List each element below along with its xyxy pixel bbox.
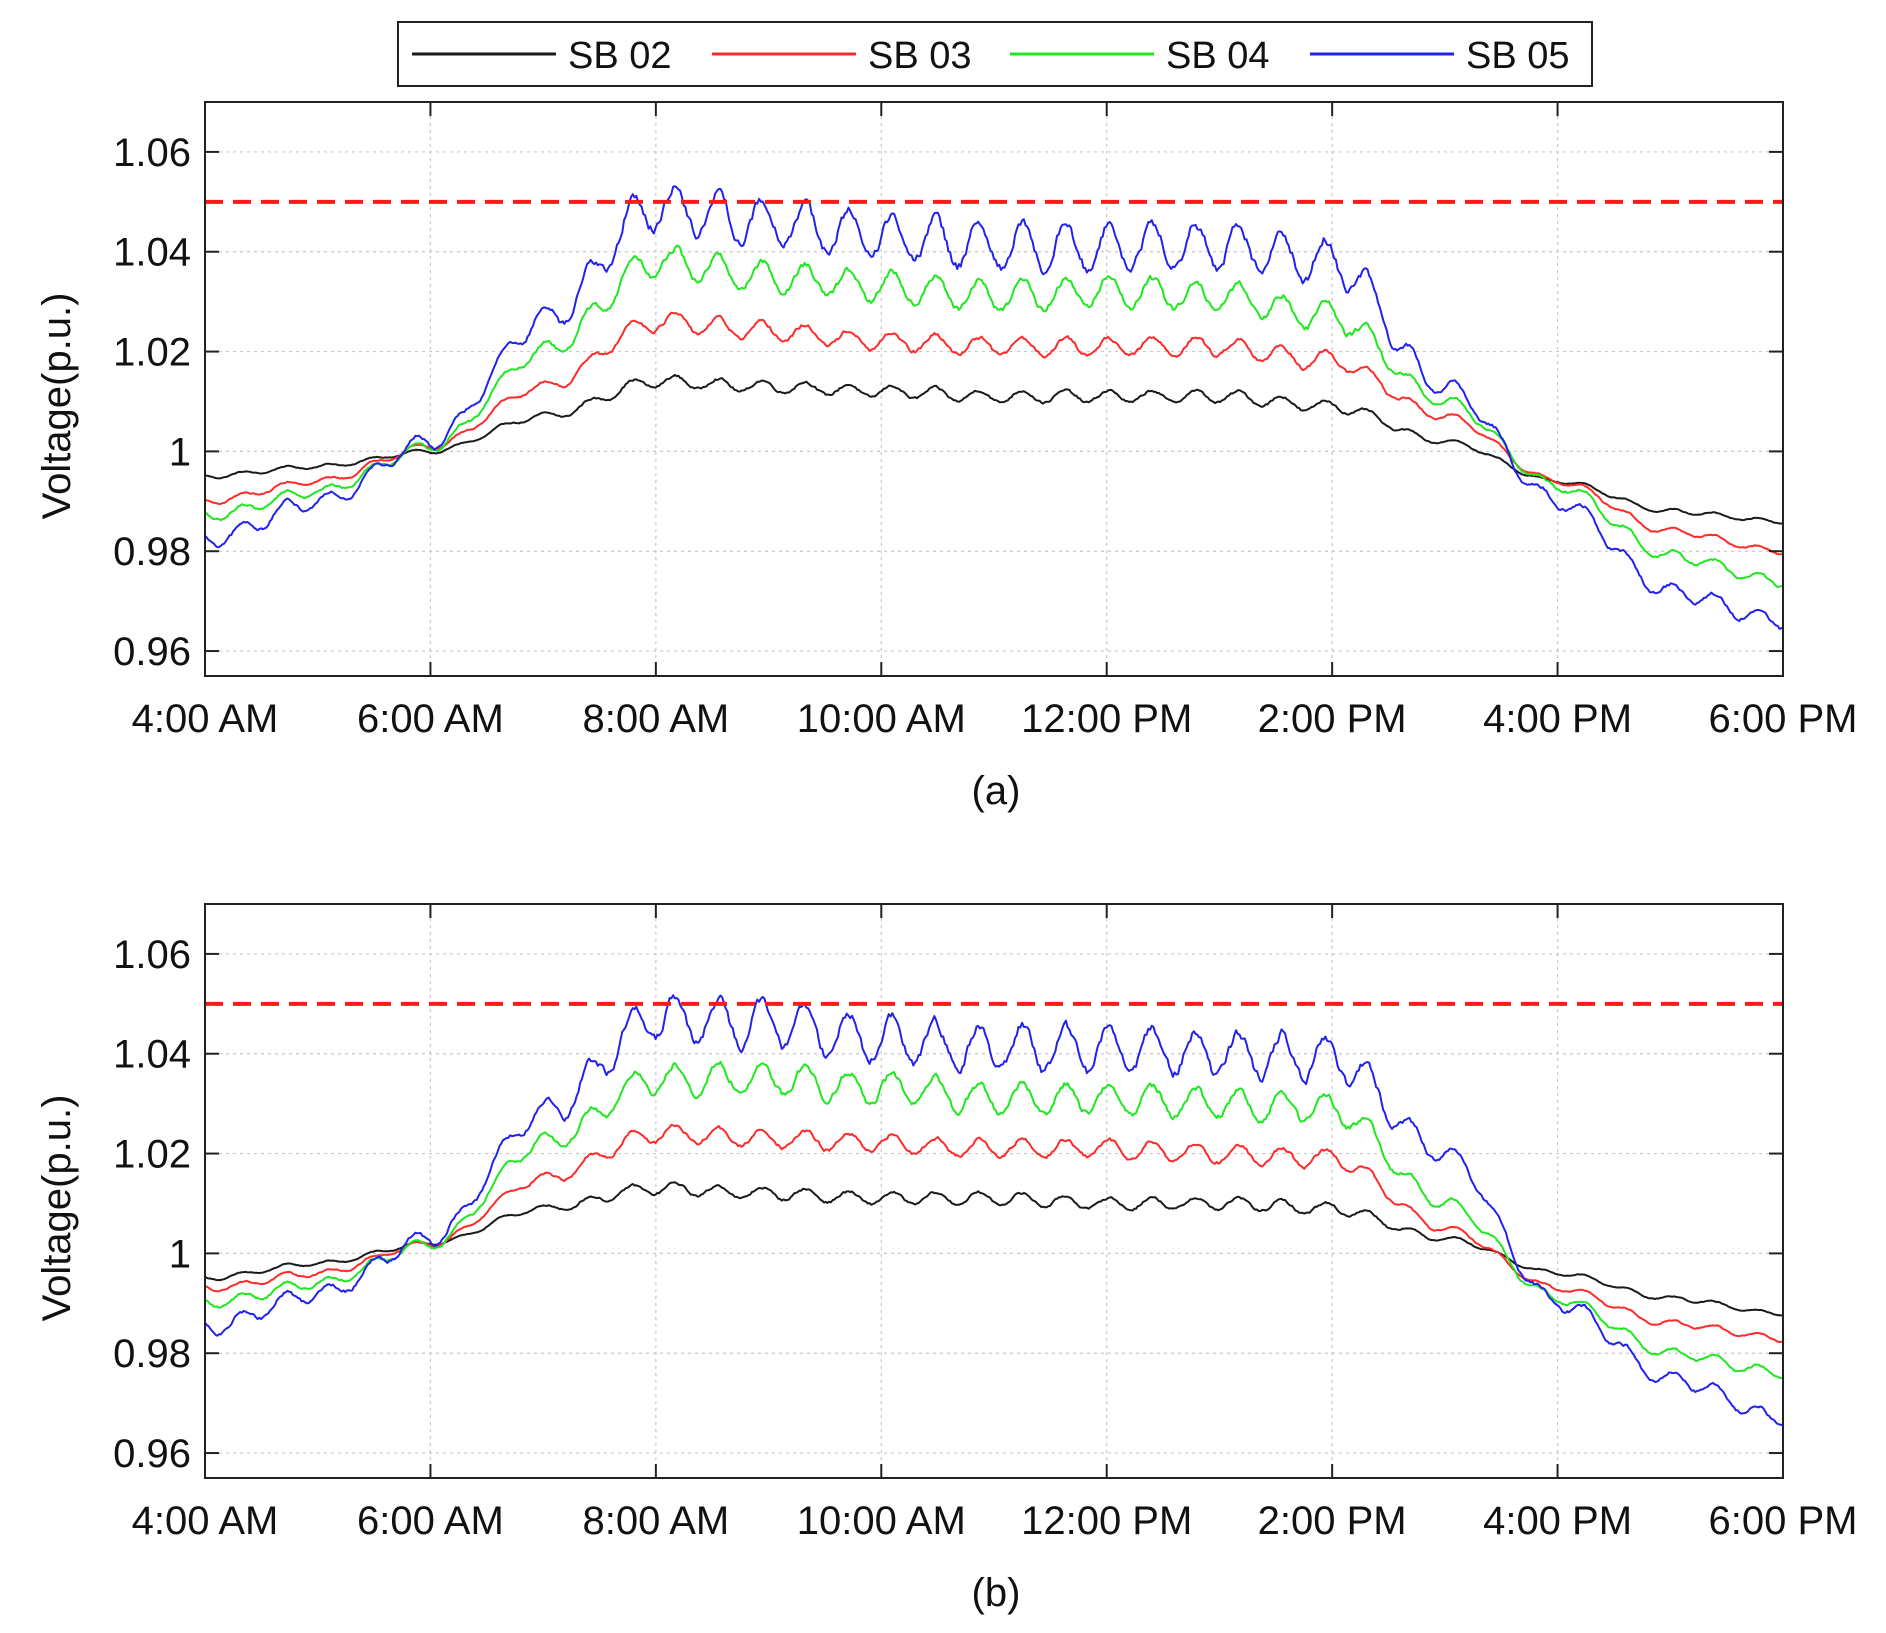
- x-tick-label: 10:00 AM: [797, 697, 966, 741]
- x-tick-label: 6:00 AM: [357, 697, 504, 741]
- y-axis-title: Voltage(p.u.): [35, 1095, 79, 1322]
- chart-panel-a: 0.96 0.98 1 1.02 1.04 1.06 4:00 AM 6:00 AM 8:00…: [35, 101, 1858, 813]
- x-tick-label: 6:00 PM: [1709, 697, 1858, 741]
- y-tick-label: 1.06: [113, 933, 191, 977]
- plot-frame: [204, 101, 1784, 677]
- x-tick-label: 8:00 AM: [582, 1499, 729, 1543]
- gridlines: [204, 102, 1784, 676]
- y-tick-label: 0.96: [113, 630, 191, 674]
- series-line-sb02: [204, 1181, 1784, 1317]
- x-ticks: 4:00 AM 6:00 AM 8:00 AM 10:00 AM 12:00 PM 2:0…: [132, 102, 1858, 741]
- y-tick-label: 0.98: [113, 530, 191, 574]
- y-tick-label: 1: [169, 430, 191, 474]
- y-tick-label: 1.02: [113, 331, 191, 375]
- series-line-sb03: [204, 1123, 1784, 1343]
- x-tick-label: 4:00 AM: [132, 1499, 279, 1543]
- y-axis-title: Voltage(p.u.): [35, 293, 79, 520]
- series-line-sb05: [204, 994, 1784, 1426]
- y-tick-label: 0.98: [113, 1332, 191, 1376]
- series-line-sb04: [204, 244, 1784, 588]
- panel-caption: (b): [972, 1571, 1021, 1615]
- legend-label-sb03: SB 03: [868, 35, 972, 77]
- series-line-sb02: [204, 374, 1784, 525]
- x-tick-label: 12:00 PM: [1021, 1499, 1192, 1543]
- x-tick-label: 6:00 AM: [357, 1499, 504, 1543]
- x-tick-label: 6:00 PM: [1709, 1499, 1858, 1543]
- x-tick-label: 4:00 PM: [1483, 697, 1632, 741]
- panel-caption: (a): [972, 769, 1021, 813]
- x-tick-label: 12:00 PM: [1021, 697, 1192, 741]
- y-tick-label: 1.02: [113, 1133, 191, 1177]
- y-ticks: 0.96 0.98 1 1.02 1.04 1.06: [113, 933, 1783, 1476]
- x-tick-label: 2:00 PM: [1258, 1499, 1407, 1543]
- legend-label-sb04: SB 04: [1166, 35, 1270, 77]
- series-line-sb04: [204, 1060, 1784, 1380]
- gridlines: [204, 904, 1784, 1478]
- legend: SB 02 SB 03 SB 04 SB 05: [397, 21, 1593, 87]
- legend-label-sb05: SB 05: [1466, 35, 1570, 77]
- x-tick-label: 8:00 AM: [582, 697, 729, 741]
- x-tick-label: 4:00 PM: [1483, 1499, 1632, 1543]
- series-line-sb03: [204, 311, 1784, 556]
- y-tick-label: 0.96: [113, 1432, 191, 1476]
- x-tick-label: 4:00 AM: [132, 697, 279, 741]
- series-line-sb05: [204, 185, 1784, 630]
- series-lines: [204, 185, 1784, 630]
- x-tick-label: 10:00 AM: [797, 1499, 966, 1543]
- y-ticks: 0.96 0.98 1 1.02 1.04 1.06: [113, 131, 1783, 674]
- x-ticks: 4:00 AM 6:00 AM 8:00 AM 10:00 AM 12:00 PM 2:0…: [132, 904, 1858, 1543]
- y-tick-label: 1.06: [113, 131, 191, 175]
- series-lines: [204, 994, 1784, 1426]
- legend-label-sb02: SB 02: [568, 35, 672, 77]
- x-tick-label: 2:00 PM: [1258, 697, 1407, 741]
- y-tick-label: 1.04: [113, 231, 191, 275]
- y-tick-label: 1: [169, 1232, 191, 1276]
- y-tick-label: 1.04: [113, 1033, 191, 1077]
- plot-frame: [204, 903, 1784, 1479]
- chart-panel-b: 0.96 0.98 1 1.02 1.04 1.06 4:00 AM 6:00 AM 8:00…: [35, 903, 1858, 1615]
